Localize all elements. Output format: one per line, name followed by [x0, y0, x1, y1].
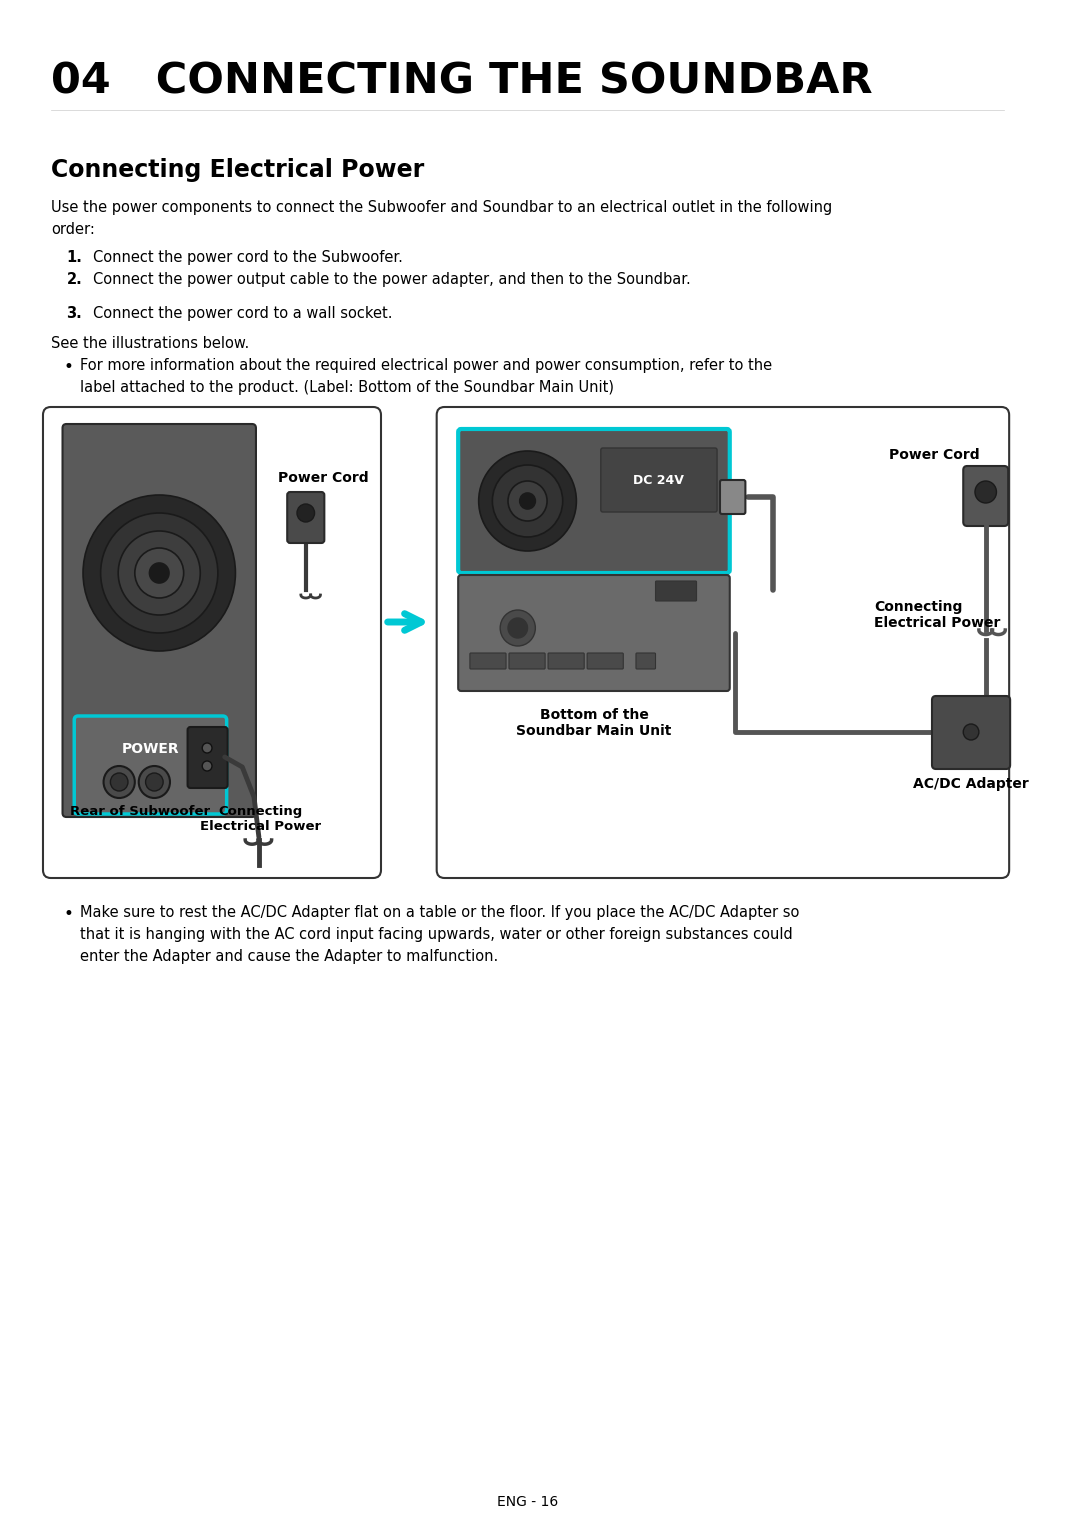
- Circle shape: [202, 743, 212, 754]
- Circle shape: [508, 481, 548, 521]
- FancyBboxPatch shape: [75, 715, 227, 813]
- Text: Connecting Electrical Power: Connecting Electrical Power: [51, 158, 424, 182]
- FancyBboxPatch shape: [636, 653, 656, 669]
- Circle shape: [297, 504, 314, 522]
- Text: label attached to the product. (Label: Bottom of the Soundbar Main Unit): label attached to the product. (Label: B…: [80, 380, 615, 395]
- FancyBboxPatch shape: [548, 653, 584, 669]
- FancyBboxPatch shape: [458, 574, 730, 691]
- Circle shape: [118, 532, 200, 614]
- Circle shape: [500, 610, 536, 647]
- Text: 1.: 1.: [67, 250, 82, 265]
- Text: •: •: [64, 358, 73, 375]
- Text: Connecting
Electrical Power: Connecting Electrical Power: [200, 804, 322, 833]
- Text: Connect the power output cable to the power adapter, and then to the Soundbar.: Connect the power output cable to the po…: [93, 273, 690, 286]
- FancyBboxPatch shape: [509, 653, 545, 669]
- FancyBboxPatch shape: [470, 653, 507, 669]
- Circle shape: [149, 562, 168, 584]
- Text: that it is hanging with the AC cord input facing upwards, water or other foreign: that it is hanging with the AC cord inpu…: [80, 927, 793, 942]
- FancyBboxPatch shape: [720, 480, 745, 515]
- Text: •: •: [64, 905, 73, 922]
- Text: POWER: POWER: [122, 741, 179, 755]
- Text: Connecting
Electrical Power: Connecting Electrical Power: [875, 601, 1001, 630]
- Circle shape: [104, 766, 135, 798]
- Circle shape: [141, 800, 148, 806]
- Text: Make sure to rest the AC/DC Adapter flat on a table or the floor. If you place t: Make sure to rest the AC/DC Adapter flat…: [80, 905, 799, 921]
- Circle shape: [975, 481, 997, 502]
- Text: Power Cord: Power Cord: [279, 470, 369, 486]
- Text: Use the power components to connect the Subwoofer and Soundbar to an electrical : Use the power components to connect the …: [51, 201, 832, 214]
- Text: DC 24V: DC 24V: [633, 473, 684, 487]
- Text: Power Cord: Power Cord: [889, 447, 980, 463]
- FancyBboxPatch shape: [436, 408, 1009, 878]
- Circle shape: [166, 800, 172, 806]
- Circle shape: [135, 548, 184, 597]
- Circle shape: [110, 774, 127, 791]
- FancyBboxPatch shape: [76, 775, 97, 789]
- Text: 3.: 3.: [67, 306, 82, 322]
- Text: 2.: 2.: [67, 273, 82, 286]
- Text: Rear of Subwoofer: Rear of Subwoofer: [70, 804, 211, 818]
- Circle shape: [492, 466, 563, 538]
- FancyBboxPatch shape: [63, 424, 256, 817]
- Text: AC/DC Adapter: AC/DC Adapter: [914, 777, 1029, 791]
- Text: For more information about the required electrical power and power consumption, : For more information about the required …: [80, 358, 772, 372]
- Circle shape: [202, 761, 212, 771]
- FancyArrowPatch shape: [388, 614, 421, 630]
- FancyBboxPatch shape: [588, 653, 623, 669]
- Text: ENG - 16: ENG - 16: [497, 1495, 558, 1509]
- Text: Bottom of the
Soundbar Main Unit: Bottom of the Soundbar Main Unit: [516, 708, 672, 738]
- FancyBboxPatch shape: [43, 408, 381, 878]
- Circle shape: [508, 617, 527, 637]
- Circle shape: [83, 495, 235, 651]
- FancyBboxPatch shape: [458, 429, 730, 573]
- Text: Connect the power cord to a wall socket.: Connect the power cord to a wall socket.: [93, 306, 392, 322]
- Circle shape: [146, 774, 163, 791]
- Text: enter the Adapter and cause the Adapter to malfunction.: enter the Adapter and cause the Adapter …: [80, 948, 498, 964]
- Circle shape: [478, 450, 577, 552]
- FancyBboxPatch shape: [287, 492, 324, 542]
- FancyBboxPatch shape: [600, 447, 717, 512]
- Circle shape: [963, 725, 978, 740]
- FancyBboxPatch shape: [656, 581, 697, 601]
- Text: 04   CONNECTING THE SOUNDBAR: 04 CONNECTING THE SOUNDBAR: [51, 60, 873, 103]
- Text: order:: order:: [51, 222, 95, 237]
- Circle shape: [519, 493, 536, 509]
- FancyBboxPatch shape: [932, 696, 1010, 769]
- Circle shape: [138, 766, 170, 798]
- Text: Connect the power cord to the Subwoofer.: Connect the power cord to the Subwoofer.: [93, 250, 403, 265]
- Text: See the illustrations below.: See the illustrations below.: [51, 336, 249, 351]
- Circle shape: [100, 513, 218, 633]
- FancyBboxPatch shape: [963, 466, 1009, 525]
- FancyBboxPatch shape: [188, 728, 228, 787]
